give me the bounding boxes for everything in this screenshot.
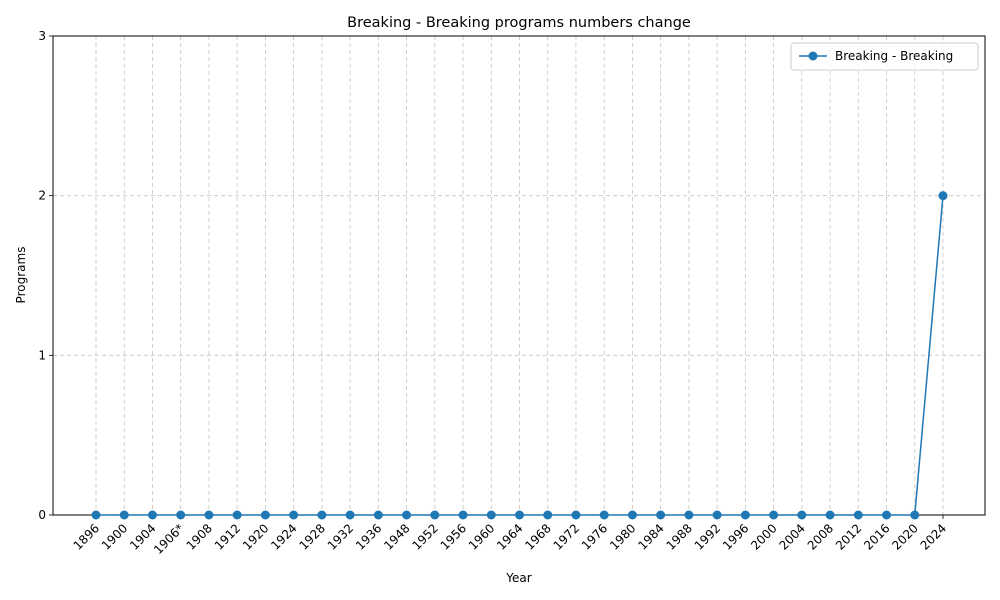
data-point xyxy=(543,510,553,520)
series-layer xyxy=(91,191,948,520)
data-point xyxy=(204,510,214,520)
y-tick-label: 2 xyxy=(38,189,46,203)
legend-swatch-marker xyxy=(808,51,818,61)
legend-entry: Breaking - Breaking xyxy=(835,49,953,63)
data-point xyxy=(176,510,186,520)
data-point xyxy=(797,510,807,520)
data-point xyxy=(656,510,666,520)
y-tick-label: 1 xyxy=(38,348,46,362)
data-point xyxy=(260,510,270,520)
data-point xyxy=(853,510,863,520)
data-point xyxy=(458,510,468,520)
data-point xyxy=(232,510,242,520)
data-point xyxy=(938,191,948,201)
legend-box xyxy=(790,42,979,71)
data-point xyxy=(769,510,779,520)
data-point xyxy=(345,510,355,520)
data-point xyxy=(740,510,750,520)
y-axis-label: Programs xyxy=(14,247,28,304)
data-point xyxy=(486,510,496,520)
data-point xyxy=(402,510,412,520)
grid-lines xyxy=(53,36,985,515)
data-point xyxy=(373,510,383,520)
data-point xyxy=(571,510,581,520)
data-point xyxy=(119,510,129,520)
data-point xyxy=(882,510,892,520)
data-point xyxy=(627,510,637,520)
data-point xyxy=(712,510,722,520)
data-point xyxy=(91,510,101,520)
data-point xyxy=(910,510,920,520)
data-point xyxy=(684,510,694,520)
x-axis-label: Year xyxy=(505,571,531,585)
data-point xyxy=(825,510,835,520)
y-tick-label: 0 xyxy=(38,508,46,522)
data-point xyxy=(599,510,609,520)
data-point xyxy=(147,510,157,520)
y-tick-label: 3 xyxy=(38,29,46,43)
data-point xyxy=(317,510,327,520)
y-axis: 0 1 2 3 xyxy=(38,29,53,522)
data-point xyxy=(430,510,440,520)
data-point xyxy=(289,510,299,520)
chart-title: Breaking - Breaking programs numbers cha… xyxy=(347,15,691,31)
data-point xyxy=(515,510,524,520)
legend: Breaking - Breaking xyxy=(790,42,979,71)
